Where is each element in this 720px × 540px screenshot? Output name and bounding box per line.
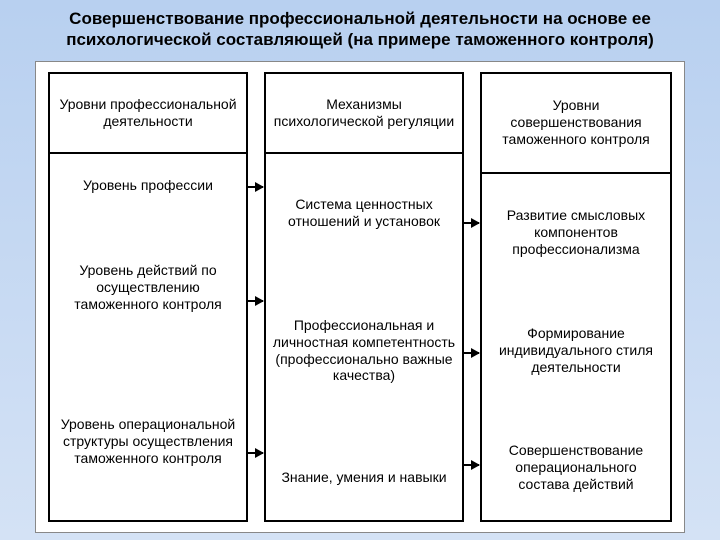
column-header: Уровни профессиональной деятельности [50,74,246,154]
cell: Профессиональная и личностная компетентн… [266,272,462,430]
cell: Развитие смысловых компонентов профессио… [482,174,670,292]
arrow [464,222,479,224]
arrow [464,352,479,354]
cell: Совершенствование операционального соста… [482,410,670,526]
arrow [248,452,263,454]
cell: Система ценностных отношений и установок [266,154,462,272]
cell: Знание, умения и навыки [266,430,462,526]
column-improvement: Уровни совершенствования таможенного кон… [480,72,672,522]
page-title: Совершенствование профессиональной деяте… [0,0,720,57]
cell: Уровень профессии [50,154,246,218]
column-levels-activity: Уровни профессиональной деятельности Уро… [48,72,248,522]
column-header: Уровни совершенствования таможенного кон… [482,74,670,174]
column-mechanisms: Механизмы психологической регуляции Сист… [264,72,464,522]
cell: Уровень действий по осуществлению таможе… [50,218,246,358]
column-header: Механизмы психологической регуляции [266,74,462,154]
cell: Уровень операциональной структуры осущес… [50,358,246,526]
arrow [464,464,479,466]
cell: Формирование индивидуального стиля деяте… [482,292,670,410]
arrow [248,186,263,188]
arrow [248,300,263,302]
diagram-container: Уровни профессиональной деятельности Уро… [35,61,685,533]
